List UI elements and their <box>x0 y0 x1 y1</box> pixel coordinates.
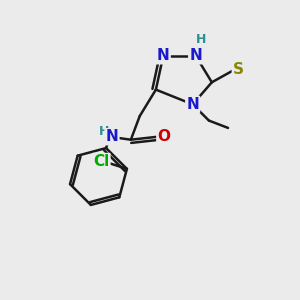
Text: N: N <box>106 129 118 144</box>
Text: N: N <box>189 48 202 63</box>
Text: S: S <box>233 61 244 76</box>
Text: O: O <box>157 129 170 144</box>
Text: N: N <box>157 48 169 63</box>
Text: H: H <box>196 33 206 46</box>
Text: N: N <box>186 97 199 112</box>
Text: H: H <box>99 125 110 138</box>
Text: Cl: Cl <box>93 154 110 169</box>
